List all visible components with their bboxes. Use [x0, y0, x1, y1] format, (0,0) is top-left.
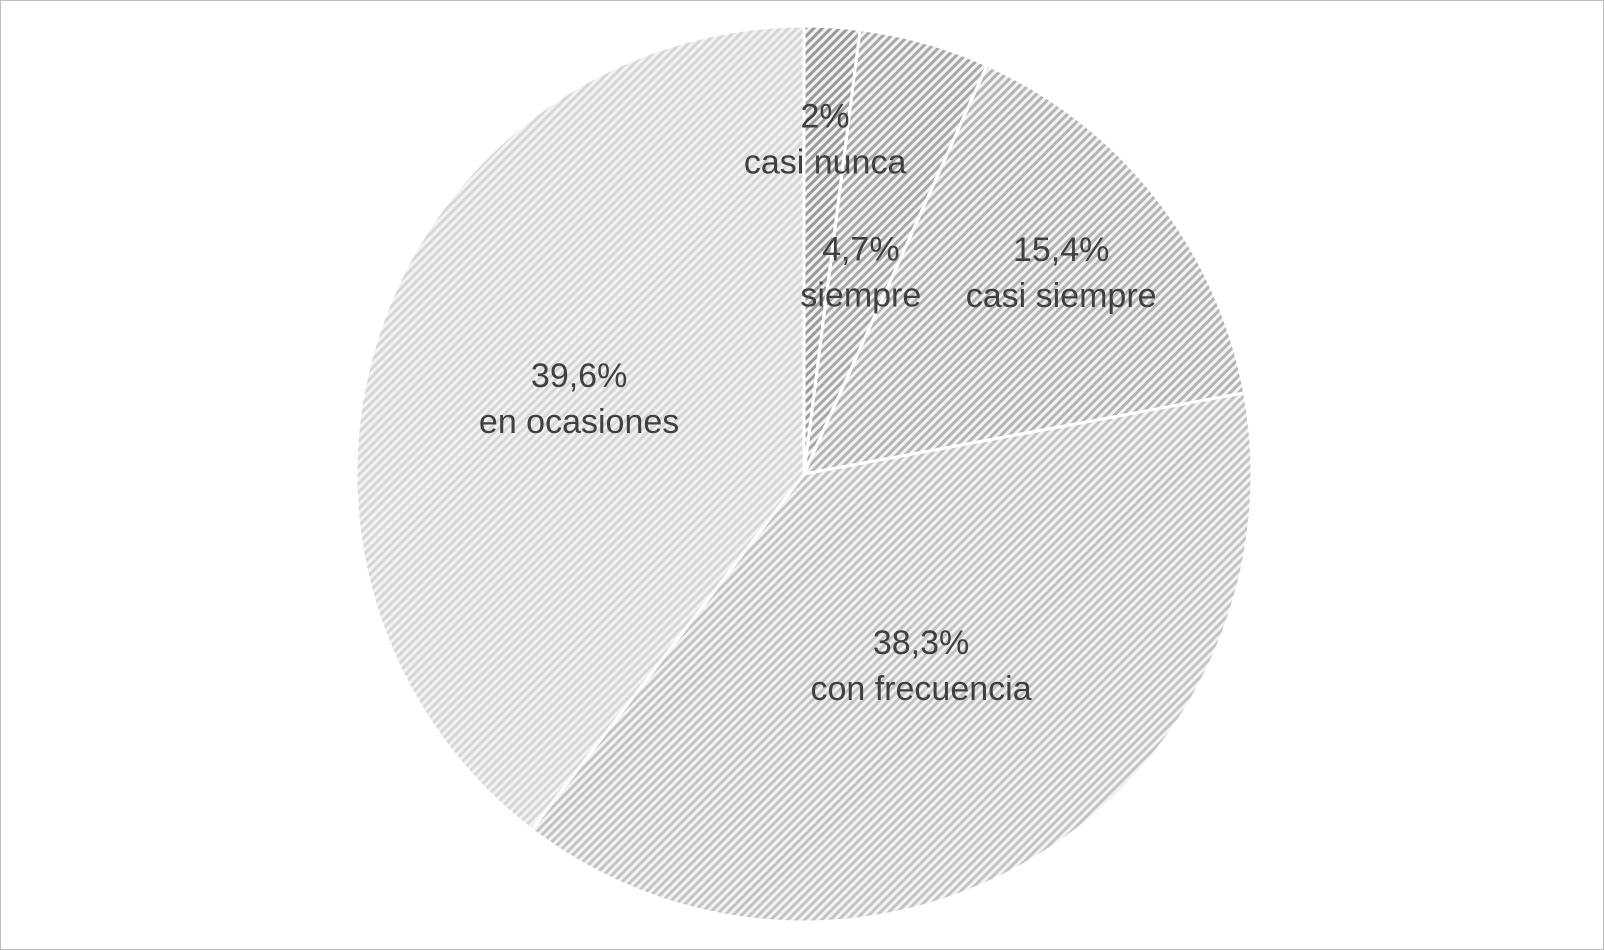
data-label-value-casi-nunca: 2%: [801, 98, 850, 136]
data-label-value-casi-siempre: 15,4%: [1013, 231, 1109, 269]
data-label-category-en-ocasiones: en ocasiones: [479, 403, 679, 441]
data-label-value-siempre: 4,7%: [822, 230, 900, 268]
pie-slice-en-ocasiones: [354, 24, 806, 832]
pie-slice-con-frecuencia: [530, 391, 1254, 924]
data-label-category-casi-siempre: casi siempre: [966, 277, 1157, 315]
data-label-value-con-frecuencia: 38,3%: [873, 624, 969, 662]
data-label-category-casi-nunca: casi nunca: [744, 144, 907, 182]
pie-slice-casi-siempre: [802, 63, 1247, 476]
data-label-value-en-ocasiones: 39,6%: [531, 357, 627, 395]
data-label-category-con-frecuencia: con frecuencia: [810, 670, 1031, 708]
data-label-category-siempre: siempre: [800, 276, 921, 314]
